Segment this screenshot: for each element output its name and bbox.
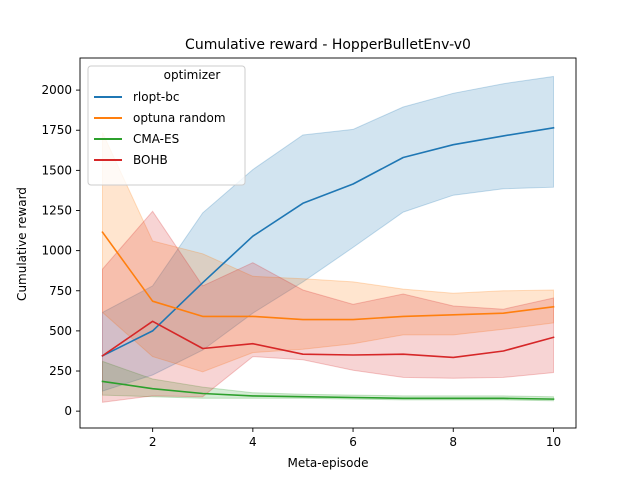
legend-title: optimizer: [164, 68, 221, 82]
series-line-3: [101, 320, 555, 359]
legend: optimizer rlopt-bc optuna random CMA-ES BOHB: [87, 65, 246, 186]
x-tick-label-0: 2: [149, 435, 157, 449]
y-tick-label-3: 750: [49, 284, 72, 298]
series-line-1: [101, 231, 555, 321]
y-axis-label: Cumulative reward: [15, 187, 29, 301]
series-line-2: [101, 380, 555, 400]
band-1: [102, 132, 554, 373]
legend-label-1: optuna random: [133, 111, 226, 125]
band-2: [102, 360, 554, 402]
axes: 2 4 6 8 10 0 250 500 750 1000 1250 1500 1750 2000: [41, 57, 577, 449]
y-tick-label-4: 1000: [41, 244, 72, 258]
band-0: [102, 75, 554, 392]
y-tick-label-2: 500: [49, 324, 72, 338]
x-axis-label: Meta-episode: [287, 456, 368, 470]
band-3: [102, 210, 554, 403]
x-tick-label-3: 8: [449, 435, 457, 449]
plot-frame: [79, 57, 577, 429]
x-tick-label-4: 10: [546, 435, 561, 449]
chart-title: Cumulative reward - HopperBulletEnv-v0: [185, 37, 471, 53]
y-tick-label-0: 0: [64, 404, 72, 418]
series-lines: [101, 126, 555, 400]
x-tick-label-2: 6: [349, 435, 357, 449]
legend-box: [87, 65, 246, 186]
legend-label-2: CMA-ES: [133, 132, 179, 146]
legend-label-3: BOHB: [133, 153, 168, 167]
y-tick-label-8: 2000: [41, 83, 72, 97]
y-tick-label-6: 1500: [41, 163, 72, 177]
confidence-bands: [102, 75, 554, 403]
y-tick-label-1: 250: [49, 364, 72, 378]
x-tick-label-1: 4: [249, 435, 257, 449]
legend-label-0: rlopt-bc: [133, 90, 179, 104]
y-tick-label-5: 1250: [41, 203, 72, 217]
series-line-0: [101, 126, 555, 357]
y-tick-label-7: 1750: [41, 123, 72, 137]
